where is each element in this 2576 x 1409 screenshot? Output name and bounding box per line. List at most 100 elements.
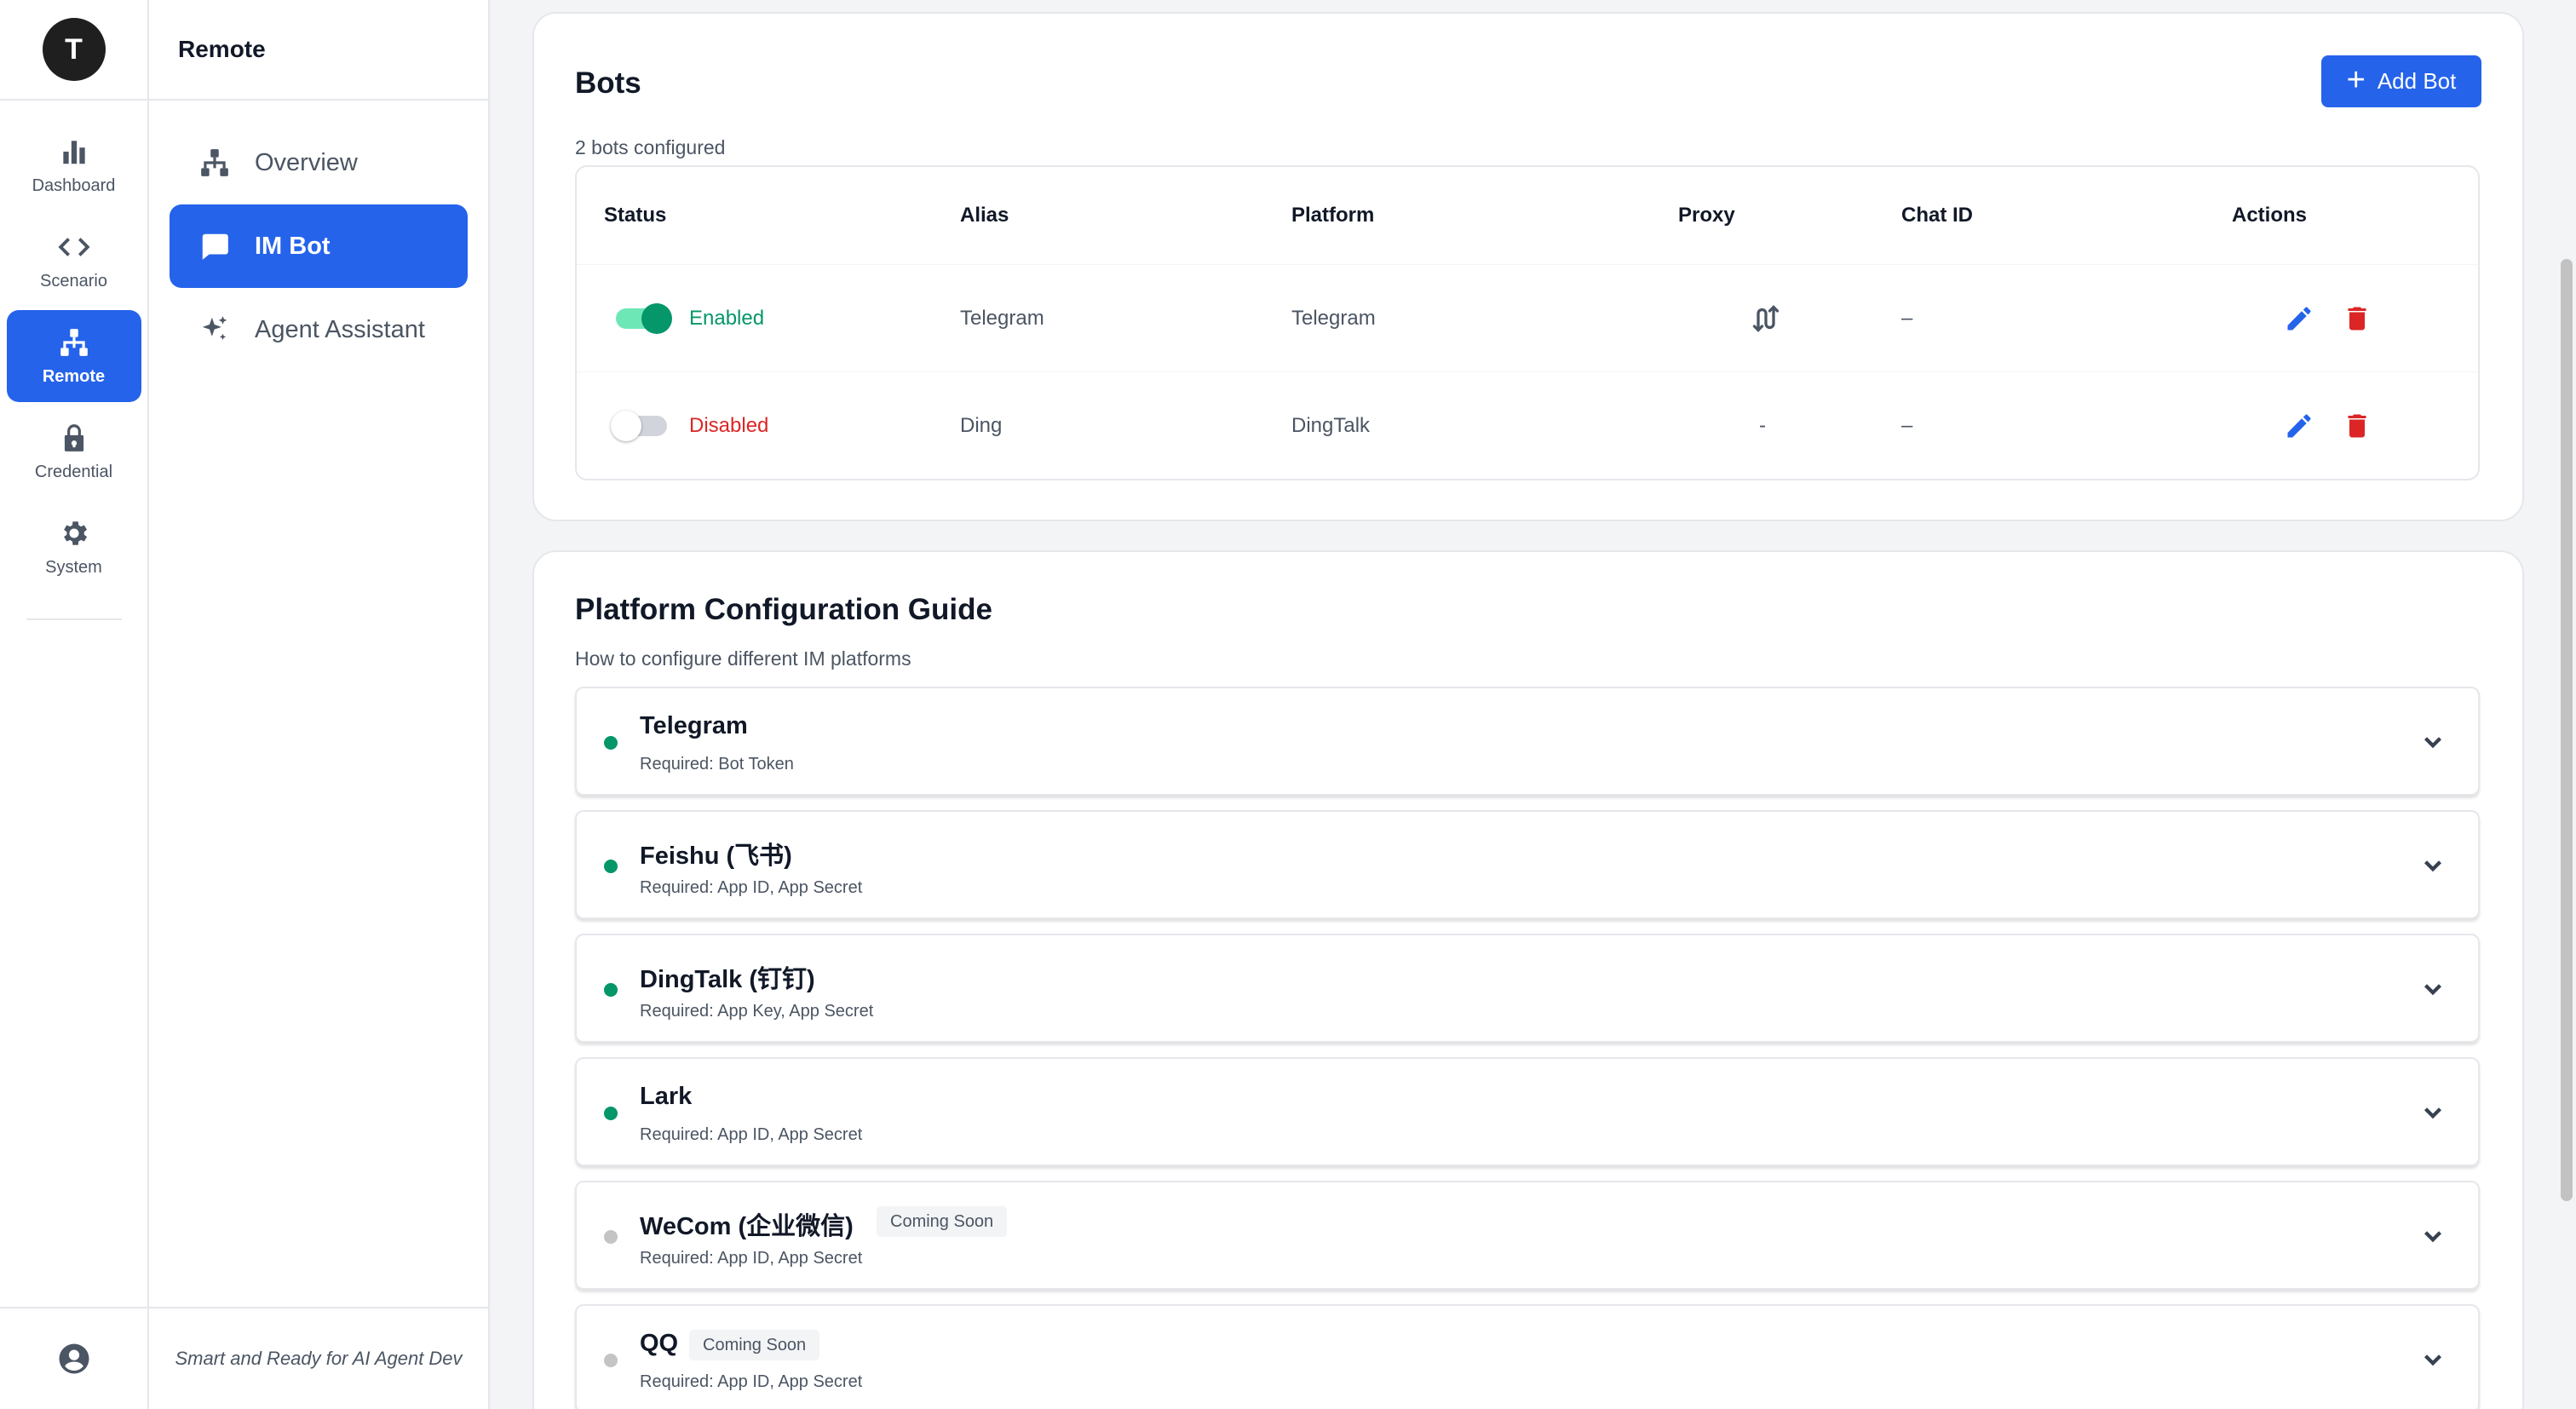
availability-dot: [604, 1230, 618, 1244]
bar-chart-icon: [62, 140, 85, 164]
rail-item-dashboard[interactable]: Dashboard: [7, 119, 141, 211]
main-content: Bots 2 bots configured + Add Bot Status …: [490, 0, 2576, 1409]
guide-title: Platform Configuration Guide: [575, 593, 992, 626]
sub-sidebar-item-label: Agent Assistant: [255, 315, 425, 343]
enable-toggle[interactable]: [611, 410, 667, 441]
coming-soon-badge: Coming Soon: [877, 1206, 1008, 1237]
platform-requirements: Required: App ID, App Secret: [640, 1125, 863, 1144]
edit-button[interactable]: [2280, 300, 2318, 337]
toggle-knob: [641, 302, 672, 334]
chevron-down-icon[interactable]: [2418, 1098, 2447, 1127]
status-cell: Enabled: [604, 265, 764, 371]
platform-accordion-dingtalk[interactable]: DingTalk (钉钉) Required: App Key, App Sec…: [575, 934, 2480, 1043]
bots-table: Status Alias Platform Proxy Chat ID Acti…: [575, 165, 2480, 480]
edit-cell: [2280, 265, 2318, 371]
platform-name: WeCom (企业微信): [640, 1213, 854, 1240]
pencil-icon: [2287, 414, 2311, 437]
platform-accordion-telegram[interactable]: Telegram Required: Bot Token: [575, 687, 2480, 796]
sitemap-icon: [60, 328, 88, 356]
enable-toggle[interactable]: [616, 302, 672, 334]
availability-dot: [604, 1107, 618, 1120]
edit-cell: [2280, 372, 2318, 479]
platform-accordion-qq[interactable]: QQ Coming Soon Required: App ID, App Sec…: [575, 1304, 2480, 1409]
add-bot-button[interactable]: + Add Bot: [2321, 55, 2481, 107]
chevron-down-icon[interactable]: [2418, 728, 2447, 756]
sub-sidebar-list: Overview IM Bot Agent Assistant: [149, 101, 488, 371]
platform-accordion-feishu[interactable]: Feishu (飞书) Required: App ID, App Secret: [575, 810, 2480, 919]
edit-button[interactable]: [2280, 407, 2318, 445]
platform-guide-card: Platform Configuration Guide How to conf…: [532, 550, 2524, 1409]
plus-icon: +: [2346, 61, 2366, 98]
sub-sidebar-item-im-bot[interactable]: IM Bot: [170, 204, 468, 288]
status-text: Disabled: [689, 413, 769, 437]
rail-item-credential[interactable]: Credential: [7, 405, 141, 497]
delete-cell: [2338, 372, 2376, 479]
trash-icon: [2348, 414, 2366, 437]
rail-item-label: Dashboard: [32, 175, 116, 195]
status-cell: Disabled: [604, 372, 768, 479]
sub-sidebar: Remote Overview IM Bot Agent Assistant S…: [149, 0, 490, 1409]
route-icon: [1752, 304, 1780, 332]
proxy-cell: -: [1759, 413, 1766, 437]
platform-requirements: Required: App ID, App Secret: [640, 1249, 863, 1268]
rail-nav: Dashboard Scenario Remote Credential Sys…: [0, 101, 147, 620]
chat-id-cell: –: [1901, 306, 1913, 330]
user-circle-icon[interactable]: [56, 1341, 92, 1377]
rail-item-remote[interactable]: Remote: [6, 310, 141, 402]
bots-title: Bots: [575, 66, 641, 100]
rail-divider: [26, 618, 122, 620]
add-bot-label: Add Bot: [2377, 68, 2457, 94]
delete-cell: [2338, 265, 2376, 371]
rail-footer: [0, 1307, 147, 1409]
gear-icon: [63, 520, 87, 545]
platform-requirements: Required: App ID, App Secret: [640, 1372, 863, 1391]
platform-name: QQ: [640, 1330, 679, 1357]
delete-button[interactable]: [2338, 407, 2376, 445]
sub-sidebar-item-agent-assistant[interactable]: Agent Assistant: [170, 288, 468, 371]
sub-sidebar-tagline: Smart and Ready for AI Agent Dev: [149, 1307, 488, 1409]
rail-item-system[interactable]: System: [7, 501, 141, 593]
chevron-down-icon[interactable]: [2418, 1222, 2447, 1251]
toggle-knob: [611, 410, 641, 441]
platform-accordion-wecom[interactable]: WeCom (企业微信) Coming Soon Required: App I…: [575, 1181, 2480, 1290]
status-text: Enabled: [689, 306, 765, 330]
platform-cell: DingTalk: [1291, 413, 1371, 437]
sub-sidebar-item-overview[interactable]: Overview: [170, 121, 468, 204]
rail-item-scenario[interactable]: Scenario: [7, 215, 141, 307]
vertical-scrollbar[interactable]: [2557, 259, 2576, 1201]
workspace-avatar[interactable]: T: [42, 18, 106, 81]
sub-sidebar-item-label: Overview: [255, 148, 358, 176]
rail-item-label: Credential: [34, 462, 113, 481]
platform-name: Telegram: [640, 712, 748, 739]
column-header-alias: Alias: [960, 204, 1009, 227]
trash-icon: [2348, 307, 2366, 330]
scrollbar-thumb[interactable]: [2561, 259, 2573, 1201]
bots-count: 2 bots configured: [575, 136, 726, 158]
alias-cell: Ding: [960, 413, 1003, 437]
rail-item-label: Remote: [42, 366, 106, 386]
platform-requirements: Required: App ID, App Secret: [640, 878, 863, 897]
pencil-icon: [2287, 307, 2311, 330]
platform-name: DingTalk (钉钉): [640, 966, 815, 993]
column-header-proxy: Proxy: [1678, 204, 1735, 227]
sitemap-icon: [201, 149, 228, 176]
platform-name: Lark: [640, 1083, 693, 1110]
lock-icon: [64, 423, 83, 451]
delete-button[interactable]: [2338, 300, 2376, 337]
chevron-down-icon[interactable]: [2418, 851, 2447, 880]
availability-dot: [604, 1354, 618, 1367]
rail-item-label: System: [45, 557, 102, 577]
alias-cell: Telegram: [960, 306, 1044, 330]
proxy-cell: [1751, 265, 1781, 371]
coming-soon-badge: Coming Soon: [689, 1330, 820, 1360]
chevron-down-icon[interactable]: [2418, 975, 2447, 1004]
platform-name: Feishu (飞书): [640, 843, 792, 870]
platform-accordion-lark[interactable]: Lark Required: App ID, App Secret: [575, 1057, 2480, 1166]
table-row: Enabled Telegram Telegram –: [577, 264, 2478, 371]
guide-subtitle: How to configure different IM platforms: [575, 647, 911, 670]
chevron-down-icon[interactable]: [2418, 1345, 2447, 1374]
rail-item-label: Scenario: [40, 271, 107, 290]
column-header-platform: Platform: [1291, 204, 1375, 227]
table-row: Disabled Ding DingTalk - –: [577, 371, 2478, 479]
bots-card: Bots 2 bots configured + Add Bot Status …: [532, 12, 2524, 521]
